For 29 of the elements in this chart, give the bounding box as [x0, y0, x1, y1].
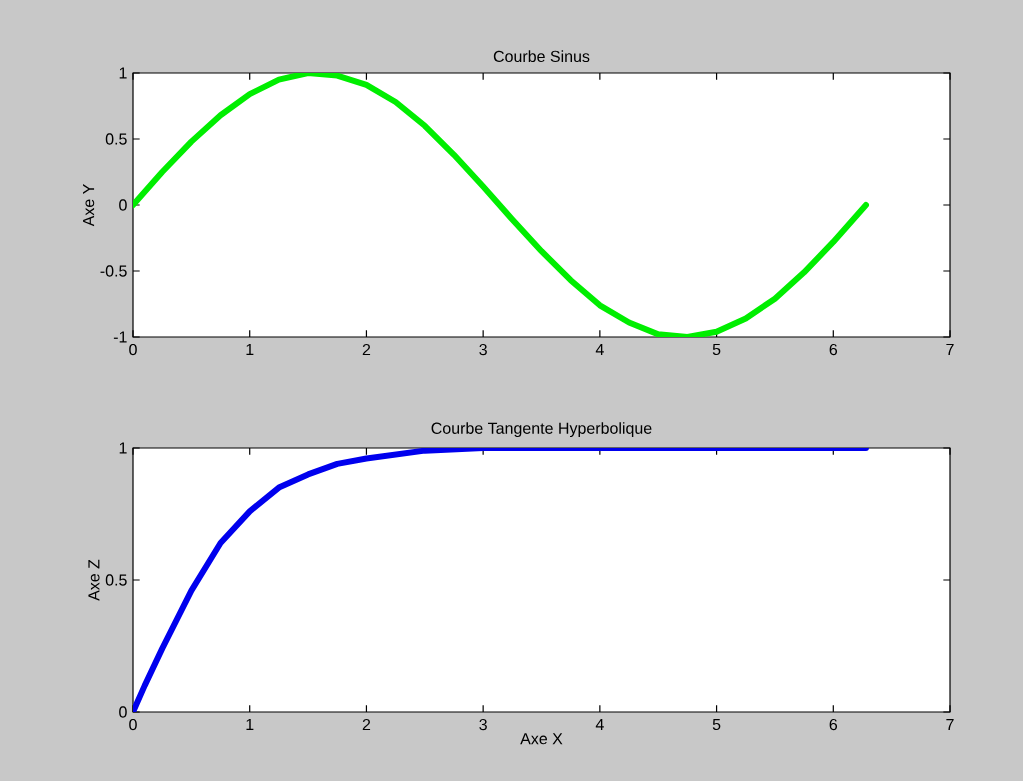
x-tick-label: 2	[362, 343, 371, 356]
x-tick-label: 0	[129, 343, 137, 356]
x-tick-label: 4	[595, 718, 604, 730]
y-tick-label: 0	[119, 706, 127, 718]
x-tick-label: 7	[946, 718, 954, 730]
x-tick-label: 7	[946, 343, 954, 355]
x-tick-label: 5	[712, 718, 721, 731]
x-tick-label: 1	[246, 718, 254, 730]
x-tick-label: 2	[362, 718, 371, 731]
x-tick-label: 4	[595, 343, 604, 355]
chart-title: Courbe Tangente Hyperbolique	[431, 422, 652, 438]
x-axis-title: Axe X	[520, 733, 563, 745]
y-tick-label: 1	[119, 442, 127, 454]
y-tick-label: -1	[113, 331, 127, 343]
y-tick-label: 0.5	[105, 133, 127, 145]
x-tick-label: 5	[712, 343, 721, 356]
chart-title: Courbe Sinus	[493, 50, 590, 63]
y-tick-label: 0	[119, 199, 127, 211]
x-tick-label: 6	[829, 718, 838, 731]
y-tick-label: 0.5	[105, 574, 127, 586]
x-tick-label: 3	[479, 718, 487, 731]
x-tick-label: 0	[129, 718, 137, 731]
y-axis-title: Axe Y	[83, 184, 95, 227]
x-tick-label: 1	[246, 343, 254, 355]
y-tick-label: -0.5	[100, 265, 127, 277]
y-axis-title: Axe Z	[88, 559, 100, 601]
y-tick-label: 1	[119, 67, 127, 79]
x-tick-label: 6	[829, 343, 838, 356]
x-tick-label: 3	[479, 343, 487, 356]
